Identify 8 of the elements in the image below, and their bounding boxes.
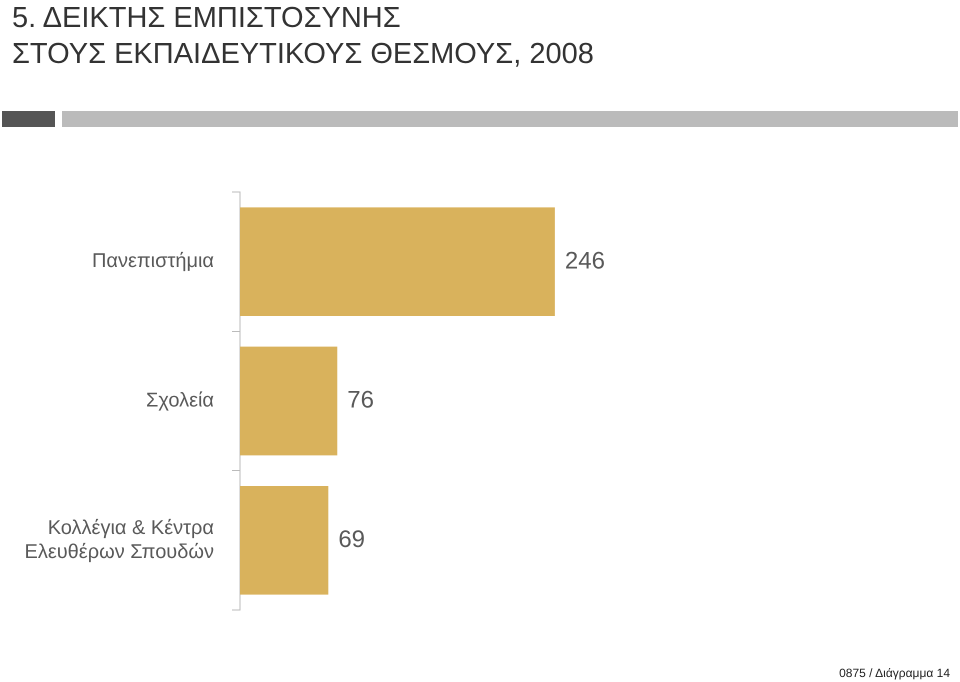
chart-title: 5. ΔΕΙΚΤΗΣ ΕΜΠΙΣΤΟΣΥΝΗΣ ΣΤΟΥΣ ΕΚΠΑΙΔΕΥΤΙΚΟΥΣ ΘΕΣΜΟΥΣ, 2008 bbox=[12, 1, 594, 72]
data-label: 246 bbox=[564, 247, 605, 274]
y-tick-label: Κολλέγια & Κέντρα Ελευθέρων Σπουδών bbox=[24, 516, 214, 563]
text: 0875 / Διάγραμμα 14 bbox=[839, 666, 950, 680]
data-label: 76 bbox=[347, 386, 374, 414]
data-label: 69 bbox=[338, 526, 366, 553]
y-tick-label: Σχολεία bbox=[146, 390, 214, 412]
y-tick-label: Πανεπιστήμια bbox=[92, 250, 214, 272]
